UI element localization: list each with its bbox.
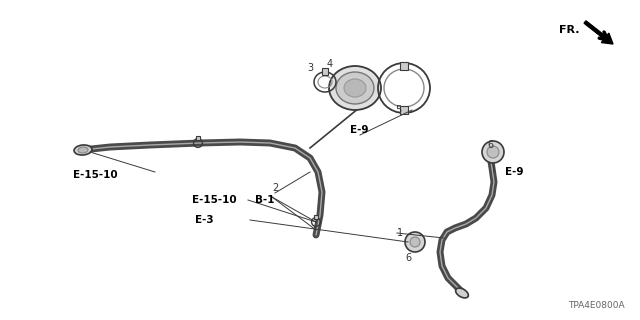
Bar [400,62,408,70]
Text: 1: 1 [397,228,403,238]
Ellipse shape [344,79,366,97]
Text: B-1: B-1 [255,195,275,205]
Text: 5: 5 [395,105,401,115]
Text: E-3: E-3 [195,215,214,225]
Text: 6: 6 [405,253,411,263]
FancyArrow shape [584,21,613,44]
Ellipse shape [74,145,92,155]
Ellipse shape [336,72,374,104]
Ellipse shape [410,237,420,247]
Ellipse shape [487,146,499,158]
Text: 2: 2 [272,183,278,193]
Bar [196,136,200,140]
Bar [314,215,318,219]
Text: E-15-10: E-15-10 [192,195,237,205]
Bar [322,68,328,75]
Text: E-9: E-9 [505,167,524,177]
Ellipse shape [456,288,468,298]
Text: 3: 3 [307,63,313,73]
Bar [400,106,408,114]
Text: E-15-10: E-15-10 [73,170,118,180]
Ellipse shape [329,66,381,110]
Ellipse shape [405,232,425,252]
Text: 4: 4 [327,59,333,69]
Text: E-9: E-9 [350,125,369,135]
Text: 6: 6 [487,140,493,150]
Text: FR.: FR. [559,25,579,35]
Text: TPA4E0800A: TPA4E0800A [568,301,625,310]
Ellipse shape [482,141,504,163]
Ellipse shape [78,147,88,153]
